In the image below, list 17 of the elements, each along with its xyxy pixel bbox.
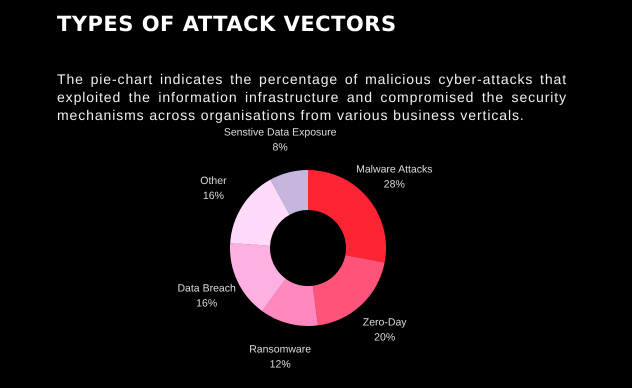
chart-subtitle: The pie-chart indicates the percentage of malicious cyber-attacks that exploited the information infrastructure and compromised the security mechanisms across organisations from various business verticals.: [57, 70, 567, 124]
donut-slice: [262, 278, 318, 326]
slice-label: Other: [200, 174, 228, 187]
data-label: 28%: [384, 178, 405, 191]
donut-slice: [270, 170, 308, 215]
data-label: 16%: [202, 190, 224, 202]
slice-label: Senstive Data Exposure: [224, 126, 337, 139]
slice-label: Data Breach: [177, 282, 236, 295]
data-label: 20%: [374, 332, 396, 344]
data-label: 12%: [270, 358, 291, 370]
slice-label: Zero-Day: [362, 316, 408, 329]
slice-label: Ransomware: [249, 343, 312, 356]
data-label: 8%: [272, 142, 288, 154]
data-label: 16%: [196, 298, 218, 310]
chart-title: TYPES OF ATTACK VECTORS: [57, 12, 397, 36]
donut-slice: [230, 180, 290, 246]
slice-label: Malware Attacks: [356, 164, 433, 176]
